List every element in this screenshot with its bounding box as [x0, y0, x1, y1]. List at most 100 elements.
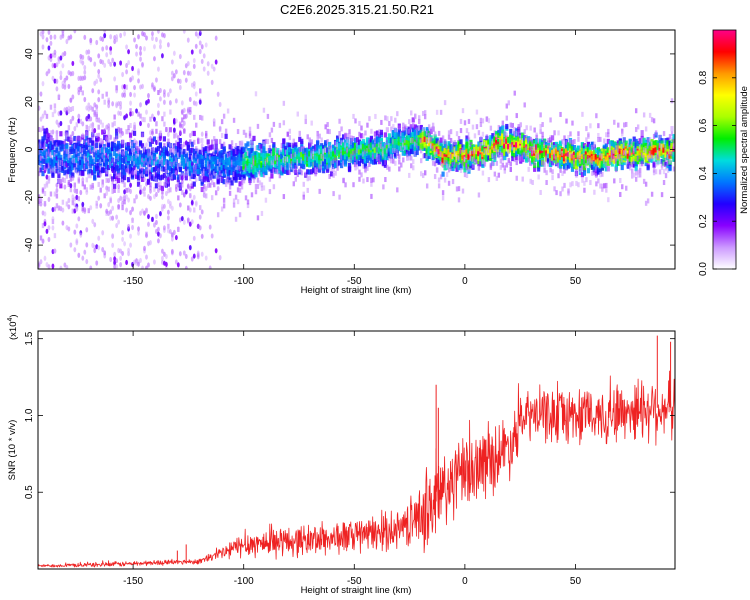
- spectrogram-cell: [282, 194, 286, 200]
- spectrogram-cell: [282, 120, 286, 126]
- spectrogram-noise-cell: [71, 130, 75, 137]
- spectrogram-noise-cell: [218, 101, 222, 108]
- spectrogram-noise-cell: [147, 93, 150, 99]
- spectrogram-cell: [539, 129, 542, 135]
- spectrogram-noise-cell: [202, 53, 206, 59]
- spectrogram-noise-cell: [174, 118, 178, 124]
- spectrogram-cell: [459, 152, 463, 158]
- spectrogram-cell: [218, 170, 222, 176]
- spectrogram-cell: [258, 171, 262, 177]
- spectrogram-cell: [367, 152, 372, 159]
- spectrogram-noise-cell: [53, 108, 57, 114]
- spectrogram-cell: [132, 130, 137, 136]
- spectrogram-cell: [254, 145, 258, 151]
- spectrogram-cell: [495, 130, 499, 137]
- spectrogram-cell: [463, 144, 467, 151]
- spectrogram-cell: [81, 90, 84, 96]
- spectrogram-noise-cell: [53, 248, 57, 254]
- spectrogram-cell: [373, 152, 378, 158]
- spectrogram-noise-cell: [147, 213, 150, 220]
- spectrogram-cell: [398, 159, 401, 165]
- spectrogram-cell: [463, 120, 467, 126]
- spectrogram-cell: [359, 154, 364, 161]
- spectrogram-noise-cell: [155, 139, 158, 146]
- spectrogram-cell: [270, 150, 274, 156]
- spectrogram-noise-cell: [151, 130, 154, 136]
- spectrogram-cell: [535, 139, 539, 145]
- spectrogram-cell: [410, 163, 413, 169]
- spectrogram-cell: [501, 125, 505, 131]
- spectrogram-noise-cell: [43, 110, 47, 116]
- spectrogram-cell: [405, 138, 409, 144]
- spectrogram-cell: [491, 135, 495, 141]
- spectrogram-cell: [43, 135, 47, 141]
- spectrogram-cell: [377, 159, 381, 165]
- spectrogram-cell: [143, 161, 146, 167]
- spectrogram-cell: [212, 136, 216, 142]
- spectrogram-cell: [374, 133, 377, 139]
- spectrogram-cell: [451, 165, 455, 172]
- spectrogram-cell: [427, 153, 431, 160]
- spectrogram-cell: [343, 149, 348, 155]
- spectrogram-cell: [322, 153, 325, 159]
- spectrogram-cell: [268, 148, 272, 154]
- spectrogram-cell: [147, 147, 150, 153]
- spectrogram-noise-cell: [163, 33, 166, 39]
- spectrogram-cell: [322, 149, 325, 155]
- spectrogram-cell: [232, 202, 236, 208]
- spectrogram-cell: [354, 155, 357, 161]
- spectrogram-cell: [527, 166, 530, 172]
- spectrogram-cell: [471, 149, 475, 155]
- spectrogram-cell: [162, 136, 167, 142]
- spectrogram-noise-cell: [168, 142, 172, 148]
- spectrogram-cell: [515, 113, 518, 119]
- spectrogram-noise-cell: [89, 57, 93, 63]
- spectrogram-noise-cell: [139, 120, 142, 127]
- spectrogram-cell: [193, 139, 196, 145]
- spectrogram-cell: [81, 181, 84, 187]
- spectrogram-cell: [308, 151, 312, 157]
- spectrogram-cell: [165, 169, 168, 175]
- spectrogram-cell: [191, 172, 194, 178]
- spectrogram-cell: [501, 162, 505, 168]
- spectrogram-noise-cell: [95, 117, 99, 123]
- spectrogram-cell: [180, 158, 184, 164]
- spectrogram-cell: [130, 160, 135, 166]
- spectrogram-cell: [218, 153, 222, 159]
- spectrogram-noise-cell: [198, 225, 202, 231]
- spectrogram-cell: [192, 154, 196, 160]
- spectrogram-cell: [515, 151, 519, 157]
- spectrogram-cell: [158, 175, 163, 181]
- spectrogram-cell: [202, 174, 206, 180]
- spectrogram-cell: [210, 180, 214, 186]
- spectrogram-cell: [326, 157, 330, 163]
- spectrogram-noise-cell: [91, 123, 95, 129]
- spectrogram-cell: [280, 166, 284, 172]
- spectrogram-cell: [306, 134, 309, 140]
- spectrogram-cell: [99, 165, 102, 171]
- spectrogram-noise-cell: [53, 49, 57, 55]
- spectrogram-cell: [418, 115, 421, 121]
- spectrogram-noise-cell: [97, 195, 101, 201]
- spectrogram-cell: [43, 128, 47, 134]
- spectrogram-cell: [127, 129, 130, 135]
- spectrogram-cell: [179, 175, 182, 181]
- spectrogram-noise-cell: [163, 203, 166, 209]
- spectrogram-cell: [71, 155, 75, 161]
- spectrogram-cell: [65, 151, 69, 157]
- spectrogram-noise-cell: [45, 37, 49, 43]
- spectrogram-cell: [334, 141, 337, 147]
- spectrogram-cell: [449, 165, 453, 171]
- spectrogram-cell: [435, 167, 439, 173]
- spectrogram-cell: [158, 155, 163, 161]
- spectrogram-cell: [87, 208, 90, 214]
- spectrogram-cell: [280, 170, 284, 176]
- spectrogram-cell: [206, 164, 210, 170]
- spectrogram-cell: [286, 149, 290, 155]
- spectrogram-cell: [343, 146, 348, 152]
- spectrogram-cell: [431, 160, 435, 166]
- spectrogram-cell: [451, 140, 455, 146]
- spectrogram-cell: [302, 159, 306, 165]
- spectrogram-noise-cell: [61, 220, 65, 226]
- spectrogram-cell: [205, 152, 208, 158]
